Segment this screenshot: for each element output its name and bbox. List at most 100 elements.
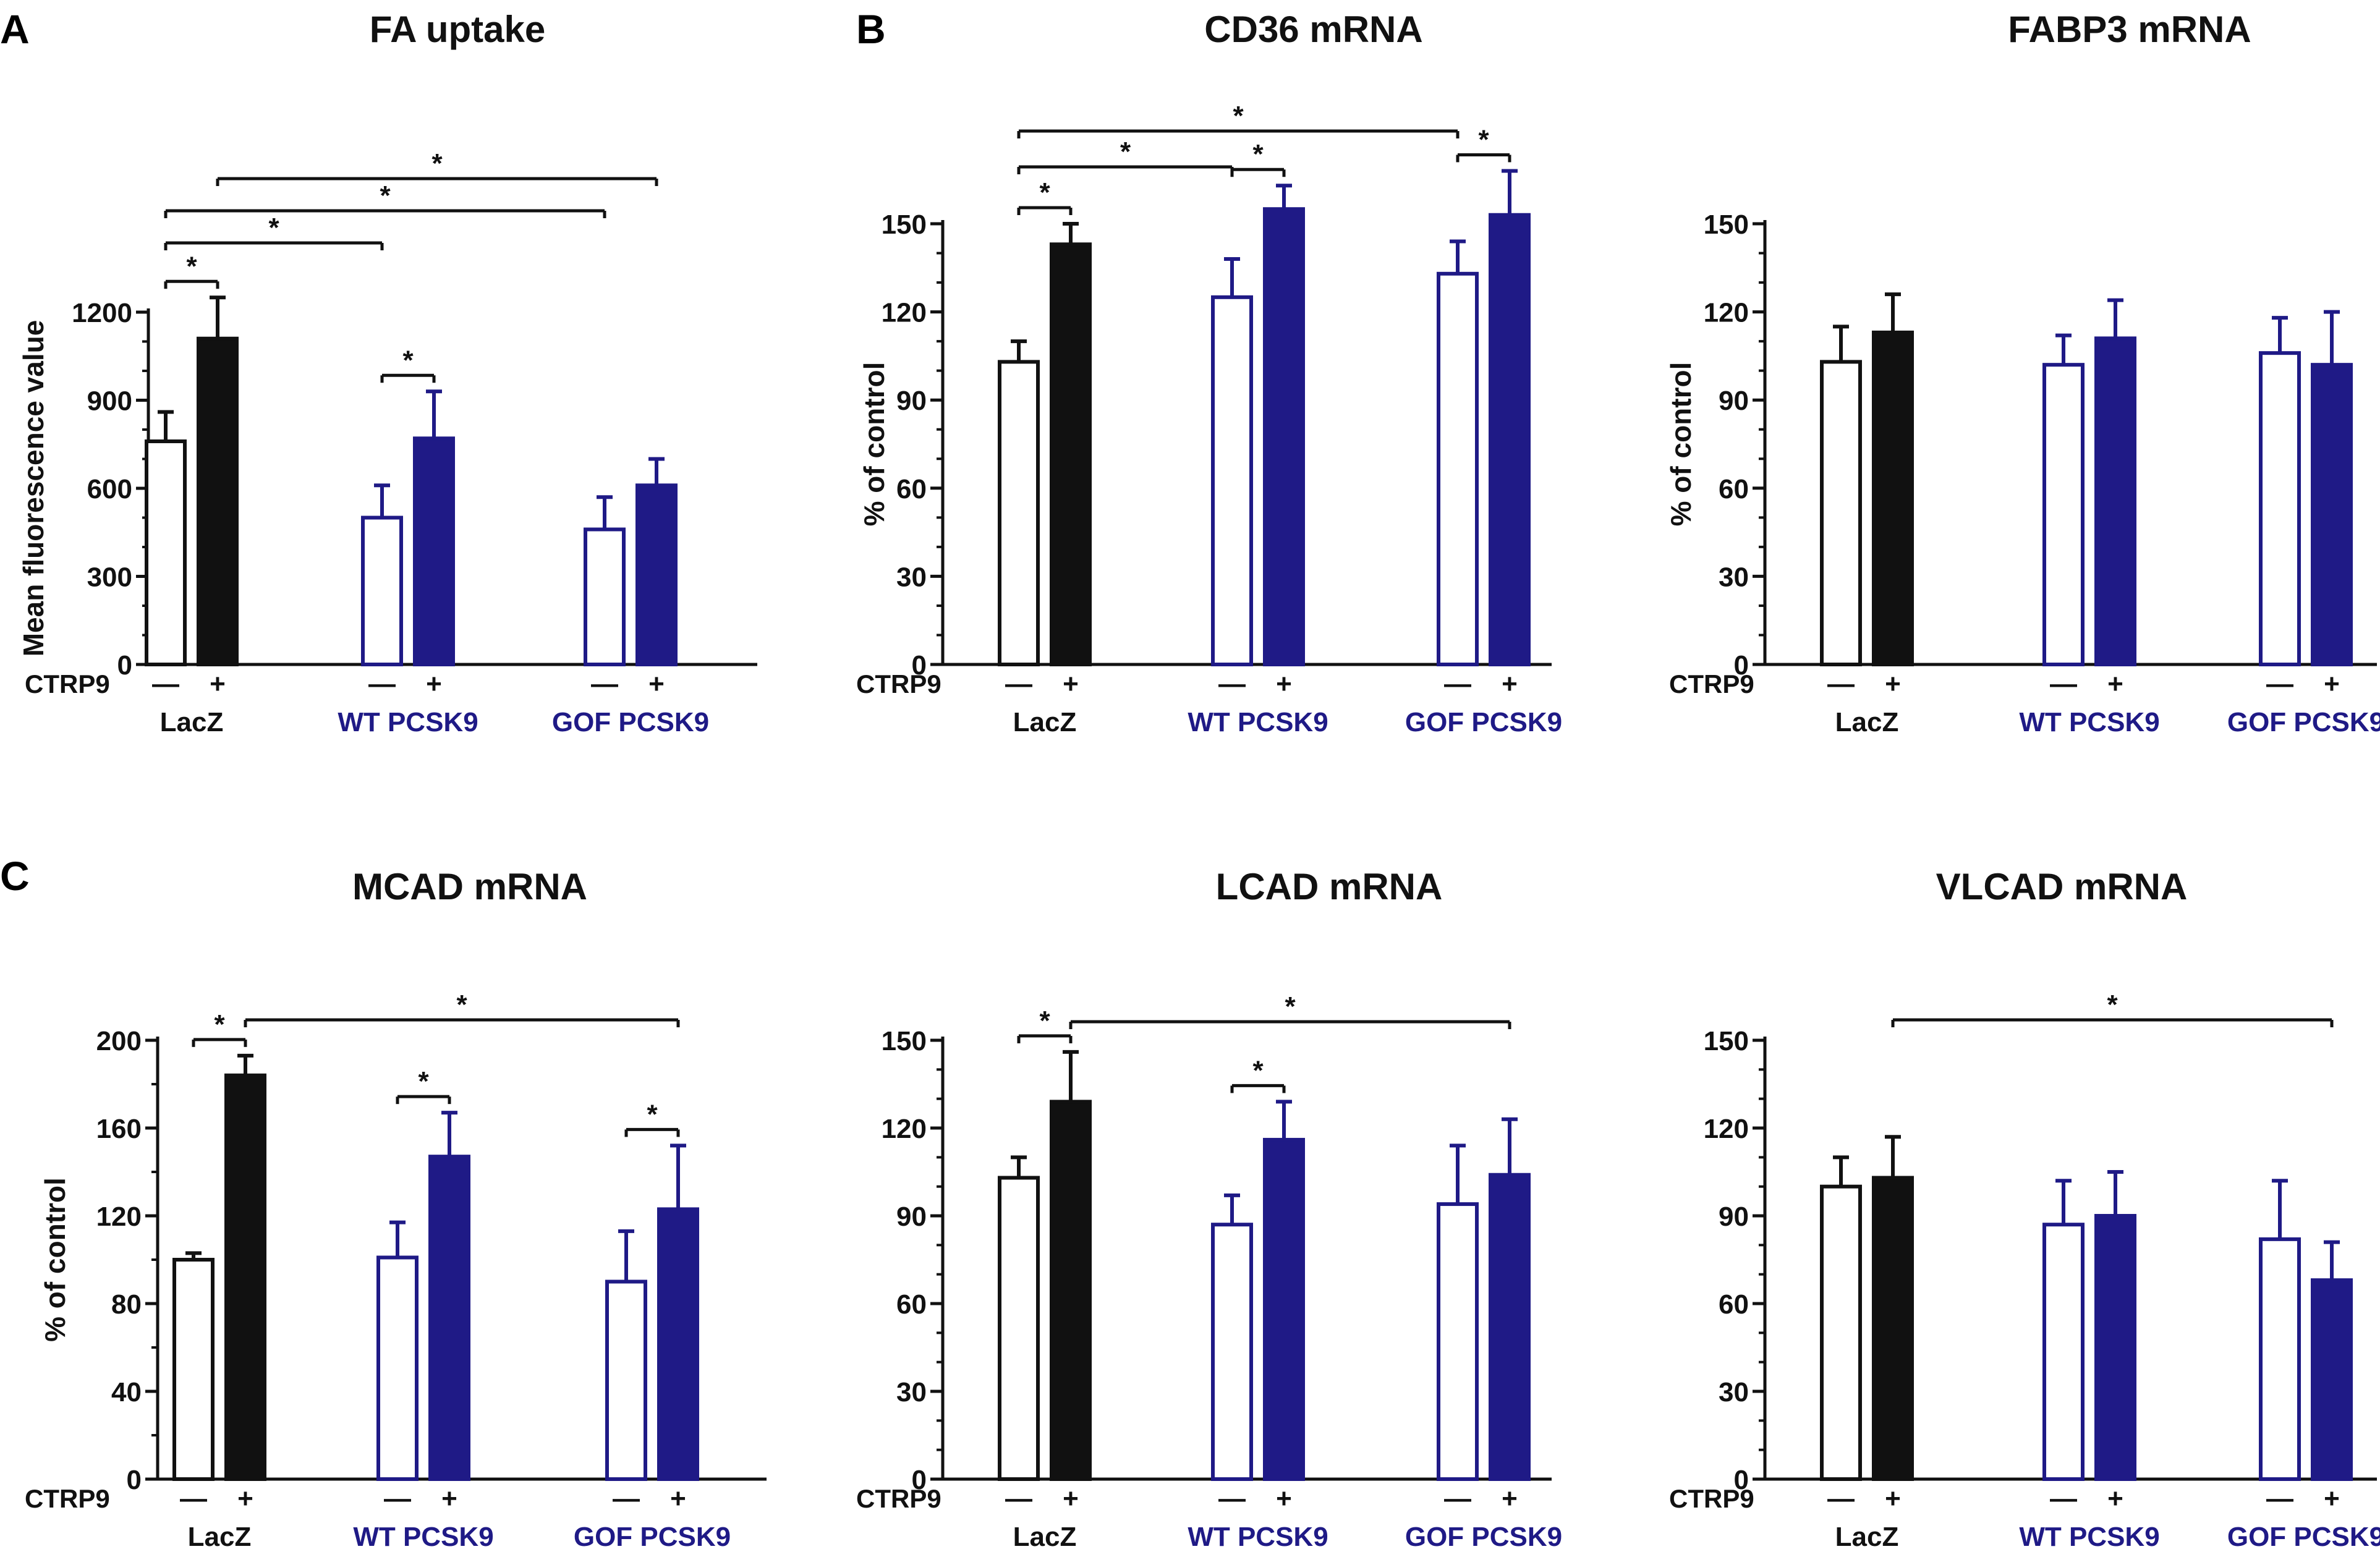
bar-wt-pcsk9-plus — [2094, 1214, 2136, 1481]
panel-letter-b: B — [856, 6, 886, 52]
condition-plus-label: + — [1063, 669, 1079, 699]
y-tick-label: 120 — [882, 298, 927, 328]
y-tick-label: 0 — [912, 1465, 927, 1495]
condition-plus-label: + — [1502, 669, 1518, 699]
significance-star: * — [1039, 1006, 1050, 1036]
bar-lacz-plus — [1050, 1100, 1092, 1481]
y-tick-label: 0 — [1734, 1465, 1749, 1495]
condition-plus-label: + — [2324, 1483, 2340, 1514]
bar-wt-pcsk9-plus — [413, 436, 455, 666]
bar-wt-pcsk9-plus — [428, 1155, 470, 1481]
y-tick-label: 40 — [111, 1377, 142, 1407]
y-tick-label: 90 — [896, 1202, 927, 1232]
bar-lacz-minus — [1820, 1184, 1862, 1481]
condition-plus-label: + — [426, 669, 442, 699]
condition-minus-label: — — [1444, 669, 1471, 699]
chart-title: FABP3 mRNA — [2008, 9, 2251, 50]
group-label: GOF PCSK9 — [1405, 1522, 1562, 1552]
bar-wt-pcsk9-minus — [2042, 1223, 2085, 1481]
y-tick-label: 60 — [896, 474, 927, 504]
y-tick-label: 60 — [896, 1289, 927, 1320]
condition-plus-label: + — [670, 1483, 686, 1514]
bar-gof-pcsk9-minus — [1437, 271, 1479, 667]
condition-plus-label: + — [648, 669, 665, 699]
bar-lacz-minus — [998, 1176, 1040, 1481]
group-label: WT PCSK9 — [353, 1522, 493, 1552]
significance-star: * — [418, 1066, 429, 1097]
y-tick-label: 120 — [1704, 1114, 1749, 1144]
bar-lacz-minus — [1820, 360, 1862, 666]
condition-plus-label: + — [1885, 669, 1901, 699]
y-tick-label: 150 — [882, 210, 927, 240]
condition-plus-label: + — [210, 669, 226, 699]
bar-gof-pcsk9-plus — [1489, 1173, 1531, 1481]
significance-star: * — [1478, 124, 1489, 155]
y-tick-label: 120 — [882, 1114, 927, 1144]
group-label: LacZ — [1835, 1522, 1899, 1552]
bar-wt-pcsk9-minus — [2042, 363, 2085, 666]
bar-gof-pcsk9-minus — [2259, 1237, 2301, 1482]
significance-star: * — [1285, 991, 1296, 1022]
chart-mcad-mrna: MCAD mRNA 0 40 80 120 160 200 % of control — + Lac… — [25, 866, 767, 1552]
condition-minus-label: — — [1444, 1483, 1471, 1514]
group-label: GOF PCSK9 — [2227, 1522, 2380, 1552]
condition-plus-label: + — [1502, 1483, 1518, 1514]
condition-minus-label: — — [591, 669, 618, 699]
condition-minus-label: — — [2266, 1483, 2293, 1514]
condition-minus-label: — — [1827, 1483, 1855, 1514]
significance-star: * — [380, 180, 391, 211]
y-axis-label: % of control — [858, 362, 890, 527]
y-tick-label: 60 — [1719, 1289, 1749, 1320]
y-tick-label: 300 — [87, 562, 132, 593]
significance-star: * — [1252, 139, 1264, 169]
significance-star: * — [1252, 1055, 1264, 1085]
chart-title: VLCAD mRNA — [1936, 866, 2188, 907]
bar-wt-pcsk9-plus — [2094, 336, 2136, 666]
ctrp9-label: CTRP9 — [25, 669, 110, 698]
group-label: GOF PCSK9 — [1405, 707, 1562, 737]
ctrp9-label: CTRP9 — [856, 1484, 941, 1513]
bar-gof-pcsk9-plus — [2311, 363, 2353, 666]
bar-lacz-plus — [1050, 242, 1092, 667]
significance-star: * — [1039, 177, 1050, 208]
y-tick-label: 150 — [1704, 210, 1749, 240]
bar-wt-pcsk9-minus — [361, 515, 403, 666]
significance-star: * — [2107, 990, 2118, 1020]
significance-star: * — [1233, 101, 1244, 131]
bar-wt-pcsk9-plus — [1263, 207, 1305, 666]
y-axis-label: % of control — [39, 1177, 71, 1342]
y-tick-label: 0 — [117, 650, 132, 681]
panel-letter-a: A — [0, 6, 30, 52]
bar-gof-pcsk9-plus — [657, 1207, 699, 1481]
chart-title: LCAD mRNA — [1216, 866, 1443, 907]
condition-plus-label: + — [237, 1483, 253, 1514]
condition-minus-label: — — [368, 669, 396, 699]
significance-star: * — [431, 148, 443, 179]
y-tick-label: 600 — [87, 474, 132, 504]
condition-minus-label: — — [2266, 669, 2293, 699]
significance-star: * — [402, 345, 414, 375]
significance-star: * — [186, 251, 197, 281]
significance-star: * — [647, 1099, 658, 1129]
condition-plus-label: + — [1063, 1483, 1079, 1514]
y-tick-label: 1200 — [72, 298, 132, 328]
group-label: WT PCSK9 — [1188, 1522, 1328, 1552]
group-label: LacZ — [1013, 707, 1077, 737]
bar-gof-pcsk9-plus — [635, 483, 678, 666]
bar-wt-pcsk9-minus — [1211, 1223, 1253, 1481]
y-tick-label: 30 — [1719, 1377, 1749, 1407]
condition-minus-label: — — [1005, 1483, 1032, 1514]
condition-minus-label: — — [1218, 1483, 1246, 1514]
y-tick-label: 90 — [1719, 1202, 1749, 1232]
significance-star: * — [214, 1009, 225, 1040]
y-tick-label: 60 — [1719, 474, 1749, 504]
y-tick-label: 90 — [896, 386, 927, 416]
group-label: GOF PCSK9 — [574, 1522, 731, 1552]
y-tick-label: 150 — [1704, 1026, 1749, 1056]
y-tick-label: 120 — [96, 1202, 142, 1232]
condition-minus-label: — — [2050, 669, 2077, 699]
bar-wt-pcsk9-minus — [376, 1255, 419, 1481]
chart-lcad-mrna: LCAD mRNA 0 30 60 90 120 150 — + LacZ — + WT PCSK9 — +… — [856, 866, 1562, 1552]
y-tick-label: 0 — [1734, 650, 1749, 681]
